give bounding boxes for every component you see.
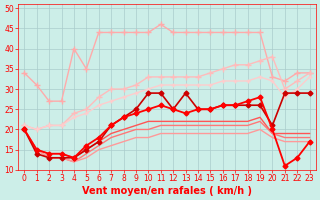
- X-axis label: Vent moyen/en rafales ( km/h ): Vent moyen/en rafales ( km/h ): [82, 186, 252, 196]
